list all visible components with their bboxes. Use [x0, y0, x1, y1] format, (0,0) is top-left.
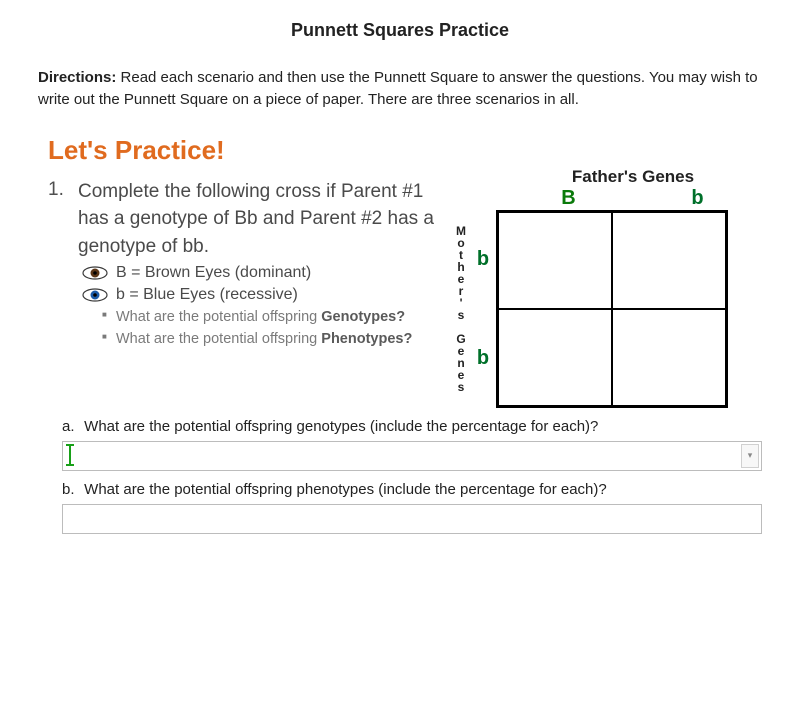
punnett-column: Father's Genes B b Mother's Genes b b	[452, 135, 762, 408]
father-allele-1: B	[504, 187, 633, 210]
question-text: Complete the following cross if Parent #…	[78, 178, 438, 261]
punnett-cell-2	[612, 212, 726, 309]
mother-allele-2: b	[470, 309, 496, 408]
father-allele-2: b	[633, 187, 762, 210]
qa-a-letter: a.	[62, 418, 80, 435]
mother-alleles: b b	[470, 210, 496, 408]
punnett-cell-3	[498, 309, 612, 406]
page-title: Punnett Squares Practice	[38, 20, 762, 41]
text-cursor-icon	[69, 446, 71, 464]
directions: Directions: Read each scenario and then …	[38, 67, 762, 111]
legend-brown-text: B = Brown Eyes (dominant)	[116, 264, 311, 282]
answer-input-a[interactable]: ▾	[62, 441, 762, 471]
qa-a-text: What are the potential offspring genotyp…	[84, 418, 598, 435]
punnett-cell-1	[498, 212, 612, 309]
sub-question-genotypes: What are the potential offspring Genotyp…	[102, 308, 438, 328]
legend-brown: B = Brown Eyes (dominant)	[78, 264, 438, 282]
sub-question-phenotypes: What are the potential offspring Phenoty…	[102, 330, 438, 350]
mothers-genes-label: Mother's Genes	[452, 210, 470, 408]
mother-allele-1: b	[470, 210, 496, 309]
lets-practice-heading: Let's Practice!	[48, 135, 438, 166]
qa-b-letter: b.	[62, 481, 80, 498]
punnett-square	[496, 210, 728, 408]
sub-questions: What are the potential offspring Genotyp…	[78, 308, 438, 349]
question-b: b. What are the potential offspring phen…	[38, 481, 762, 534]
dropdown-arrow-icon[interactable]: ▾	[741, 444, 759, 468]
father-alleles: B b	[504, 187, 762, 210]
qa-b-text: What are the potential offspring phenoty…	[84, 481, 607, 498]
question-column: Let's Practice! 1. Complete the followin…	[38, 135, 438, 408]
answer-input-b[interactable]	[62, 504, 762, 534]
legend-blue: b = Blue Eyes (recessive)	[78, 286, 438, 304]
question-a: a. What are the potential offspring geno…	[38, 418, 762, 471]
directions-text: Read each scenario and then use the Punn…	[38, 69, 758, 108]
brown-eye-icon	[82, 266, 108, 280]
punnett-cell-4	[612, 309, 726, 406]
directions-label: Directions:	[38, 69, 116, 86]
practice-section: Let's Practice! 1. Complete the followin…	[38, 135, 762, 408]
blue-eye-icon	[82, 288, 108, 302]
legend-blue-text: b = Blue Eyes (recessive)	[116, 286, 298, 304]
fathers-genes-label: Father's Genes	[504, 167, 762, 187]
question-number: 1.	[48, 178, 78, 352]
